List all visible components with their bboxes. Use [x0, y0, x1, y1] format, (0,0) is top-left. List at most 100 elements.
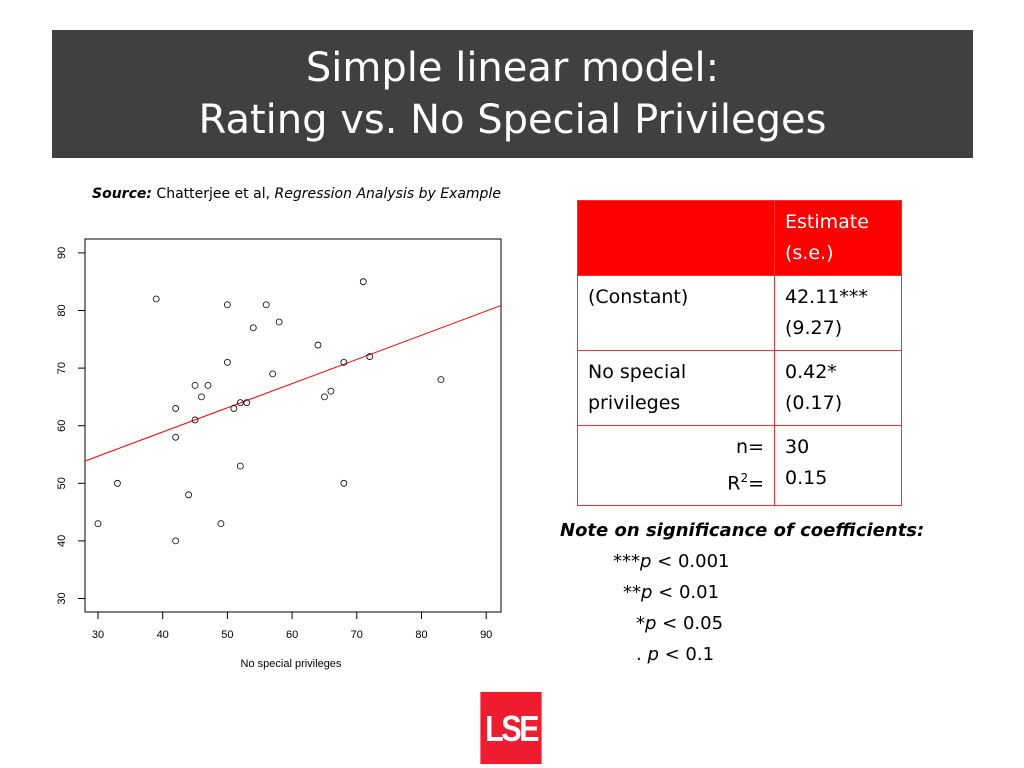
- r2-label: R2=: [588, 463, 764, 499]
- y-tick-label: 90: [56, 247, 68, 259]
- note-threshold: < 0.05: [656, 613, 724, 634]
- data-point: [204, 381, 212, 389]
- data-point: [198, 393, 205, 401]
- x-axis-label: No special privileges: [241, 658, 342, 670]
- source-citation: Source: Chatterjee et al, Regression Ana…: [92, 186, 501, 202]
- data-point: [185, 491, 192, 499]
- title-line-1: Simple linear model:: [305, 45, 720, 91]
- table-row-stats: n= R2= 30 0.15: [577, 424, 902, 507]
- x-tick-label: 40: [157, 629, 169, 641]
- row-estimate: 0.42* (0.17): [774, 350, 902, 426]
- r2-eq: =: [748, 472, 764, 495]
- data-point: [321, 393, 328, 401]
- row-est: 42.11***: [785, 286, 868, 308]
- note-stars: *: [636, 613, 645, 634]
- data-point: [236, 399, 244, 407]
- regression-table: Estimate (s.e.) (Constant) 42.11*** (9.2…: [577, 200, 902, 507]
- data-point: [359, 278, 367, 286]
- data-point: [223, 358, 231, 366]
- header-se-label: (s.e.): [785, 242, 834, 264]
- y-tick-label: 80: [56, 304, 68, 316]
- note-threshold: < 0.001: [651, 551, 730, 572]
- x-tick-label: 90: [480, 629, 492, 641]
- table-row-constant: (Constant) 42.11*** (9.27): [577, 275, 902, 351]
- source-label: Source:: [92, 186, 152, 202]
- data-point: [172, 433, 180, 441]
- regression-line: [85, 304, 501, 462]
- note-stars: .: [636, 644, 648, 665]
- data-point: [236, 462, 244, 470]
- data-point: [243, 399, 251, 407]
- data-point: [172, 405, 180, 412]
- data-point: [327, 387, 335, 395]
- r2-base: R: [727, 472, 741, 495]
- table-header-row: Estimate (s.e.): [577, 200, 902, 276]
- y-tick-label: 30: [56, 592, 68, 604]
- row-label: (Constant): [577, 275, 775, 351]
- y-tick-label: 60: [56, 420, 68, 432]
- x-tick-label: 30: [92, 629, 104, 641]
- note-stars: ***: [613, 551, 640, 572]
- source-book: Regression Analysis by Example: [274, 186, 501, 202]
- stats-values: 30 0.15: [774, 424, 902, 507]
- note-p: p: [640, 551, 652, 572]
- row-se: (0.17): [785, 392, 843, 414]
- table-header-estimate: Estimate (s.e.): [774, 200, 902, 276]
- note-p: p: [641, 582, 653, 603]
- data-point: [94, 520, 102, 528]
- data-point: [152, 295, 160, 303]
- note-stars: **: [623, 582, 641, 603]
- source-author: Chatterjee et al,: [151, 186, 275, 202]
- data-point: [262, 301, 270, 309]
- note-p: p: [645, 613, 657, 634]
- lse-logo: LSE: [480, 692, 542, 764]
- note-line-05: *p < 0.05: [560, 608, 924, 639]
- n-label: n=: [736, 436, 764, 458]
- data-point: [340, 479, 348, 487]
- slide-title: Simple linear model: Rating vs. No Speci…: [52, 30, 973, 158]
- data-point: [217, 520, 225, 528]
- data-point: [437, 376, 445, 384]
- row-label-line1: No special: [588, 361, 687, 383]
- title-line-2: Rating vs. No Special Privileges: [198, 97, 827, 143]
- data-point: [269, 370, 277, 378]
- table-row-privileges: No special privileges 0.42* (0.17): [577, 350, 902, 426]
- data-point: [172, 537, 180, 545]
- plot-frame: [84, 238, 502, 613]
- data-point: [230, 405, 238, 412]
- r2-value: 0.15: [785, 467, 828, 489]
- data-point: [191, 381, 199, 389]
- note-threshold: < 0.01: [652, 582, 720, 603]
- row-est: 0.42*: [785, 361, 837, 383]
- header-estimate-label: Estimate: [785, 211, 869, 233]
- r2-sup: 2: [740, 471, 749, 485]
- data-point: [366, 353, 374, 360]
- note-line-01: **p < 0.01: [560, 577, 924, 608]
- y-tick-label: 50: [56, 477, 68, 489]
- row-label-line1: (Constant): [588, 286, 689, 308]
- x-tick-label: 60: [286, 629, 298, 641]
- data-point: [191, 416, 199, 424]
- data-point: [314, 341, 322, 349]
- table-header-blank: [577, 200, 775, 276]
- note-threshold: < 0.1: [658, 644, 715, 665]
- data-point: [249, 324, 257, 332]
- data-point: [340, 358, 348, 366]
- significance-note: Note on significance of coefficients: **…: [560, 515, 924, 670]
- row-label-line2: privileges: [588, 392, 681, 414]
- x-tick-label: 70: [351, 629, 363, 641]
- stats-labels: n= R2=: [577, 424, 775, 507]
- row-estimate: 42.11*** (9.27): [774, 275, 902, 351]
- y-tick-label: 70: [56, 362, 68, 374]
- y-tick-label: 40: [56, 535, 68, 547]
- x-tick-label: 50: [221, 629, 233, 641]
- row-se: (9.27): [785, 317, 843, 339]
- scatter-chart: 30 40 50 60 70 80 90 30 40 50 60 70 80 90 No special p…: [56, 238, 502, 670]
- note-p: p: [647, 644, 659, 665]
- note-line-001: ***p < 0.001: [560, 546, 924, 577]
- n-value: 30: [785, 436, 810, 458]
- x-tick-label: 80: [415, 629, 427, 641]
- data-point: [275, 318, 283, 326]
- data-point: [223, 301, 231, 309]
- note-line-1: . p < 0.1: [560, 639, 924, 670]
